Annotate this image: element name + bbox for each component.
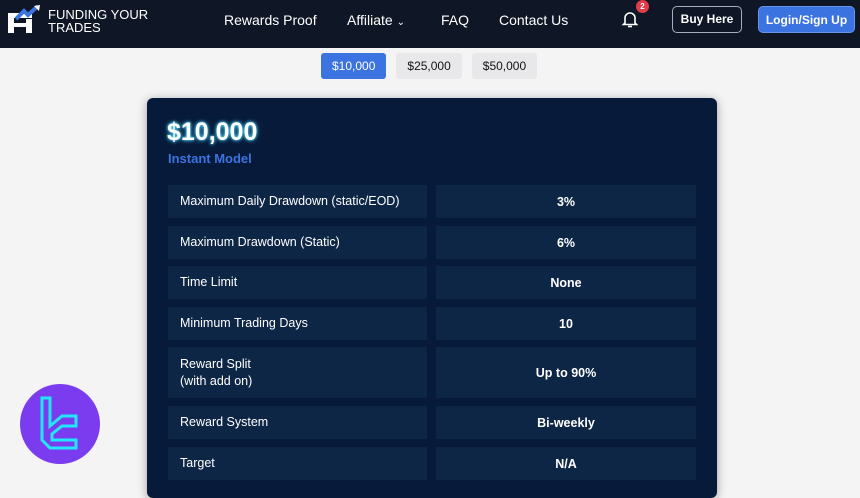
spec-value: Bi-weekly [436,406,696,439]
spec-value: Up to 90% [436,347,696,398]
spec-label: Maximum Daily Drawdown (static/EOD) [168,185,427,218]
spec-label: Maximum Drawdown (Static) [168,226,427,259]
plan-amount: $10,000 [167,118,258,146]
brand-name: FUNDING YOUR TRADES [48,7,149,35]
spec-row: Minimum Trading Days 10 [168,307,696,340]
spec-row: Maximum Drawdown (Static) 6% [168,226,696,259]
bell-icon[interactable] [620,9,640,29]
nav-affiliate[interactable]: Affiliate ⌄ [347,12,405,28]
spec-row: Reward System Bi-weekly [168,406,696,439]
spec-value: 6% [436,226,696,259]
logo-icon [8,5,40,33]
brand-logo[interactable]: FUNDING YOUR TRADES [6,5,158,37]
buy-here-button[interactable]: Buy Here [672,6,742,33]
nav-contact-us[interactable]: Contact Us [499,12,569,28]
spec-label: Target [168,447,427,480]
tab-25000[interactable]: $25,000 [396,53,462,79]
plan-model: Instant Model [168,151,252,166]
spec-row: Time Limit None [168,266,696,299]
tab-10000[interactable]: $10,000 [321,53,387,79]
spec-label: Reward Split (with add on) [168,347,427,398]
spec-row: Maximum Daily Drawdown (static/EOD) 3% [168,185,696,218]
nav-faq[interactable]: FAQ [441,12,470,28]
login-signup-button[interactable]: Login/Sign Up [758,6,855,33]
nav-affiliate-label: Affiliate [347,12,393,28]
top-nav: FUNDING YOUR TRADES Rewards Proof Affili… [0,0,860,48]
account-size-tabs: $10,000 $25,000 $50,000 [321,53,538,79]
spec-value: 3% [436,185,696,218]
plan-card: $10,000 Instant Model Maximum Daily Draw… [147,98,717,498]
watermark-logo [20,384,100,464]
chevron-down-icon: ⌄ [396,17,405,28]
spec-row: Reward Split (with add on) Up to 90% [168,347,696,398]
spec-value: 10 [436,307,696,340]
spec-value: None [436,266,696,299]
spec-value: N/A [436,447,696,480]
spec-label: Minimum Trading Days [168,307,427,340]
tab-50000[interactable]: $50,000 [471,53,538,79]
notification-badge: 2 [636,0,649,13]
watermark-logo-icon [40,396,78,450]
spec-label: Reward System [168,406,427,439]
spec-row: Target N/A [168,447,696,480]
nav-rewards-proof[interactable]: Rewards Proof [224,12,317,28]
spec-label: Time Limit [168,266,427,299]
